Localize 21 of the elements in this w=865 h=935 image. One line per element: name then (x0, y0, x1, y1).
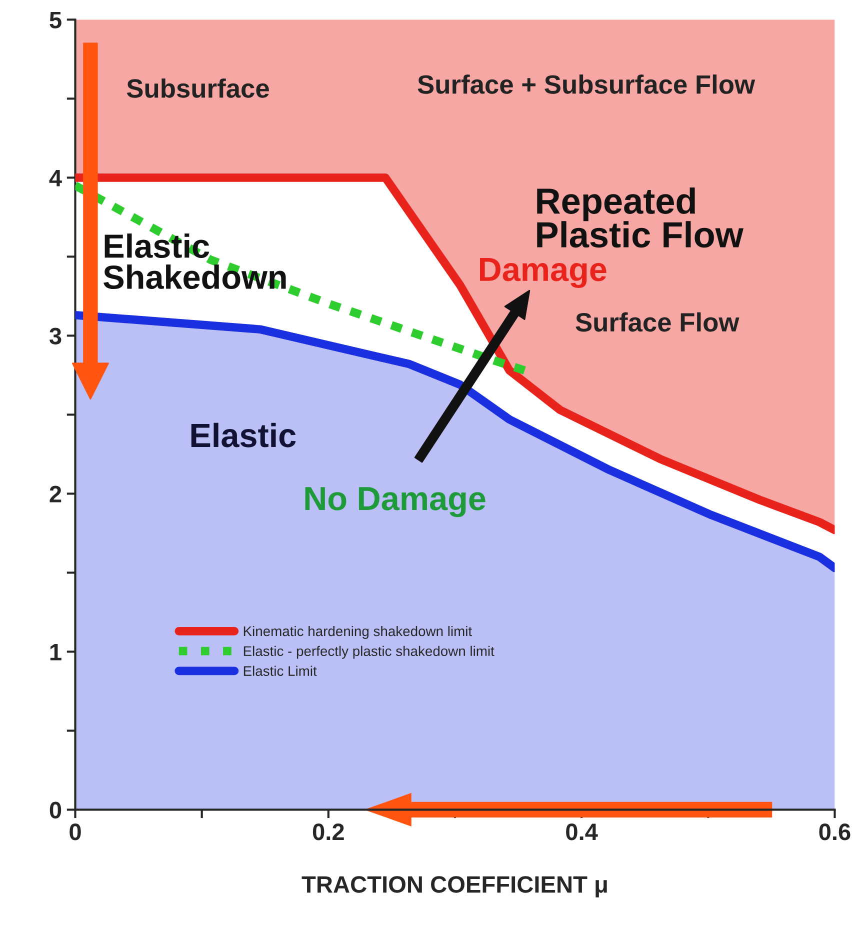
annotation: Surface Flow (576, 312, 740, 332)
y-tick-label: 2 (50, 486, 62, 502)
legend-label: Elastic Limit (244, 666, 317, 676)
x-axis-title: TRACTION COEFFICIENT μ (302, 876, 607, 898)
x-tick-label: 0.6 (819, 824, 850, 840)
y-tick-label: 0 (50, 802, 62, 818)
legend-label: Elastic - perfectly plastic shakedown limit (244, 646, 494, 659)
x-tick-label: 0 (70, 824, 81, 840)
annotation: Repeated Plastic Flow (537, 187, 744, 248)
y-tick-label: 1 (50, 644, 62, 660)
annotation: Damage (480, 258, 606, 288)
annotation: No Damage (305, 487, 486, 518)
annotation: Elastic (191, 422, 296, 448)
x-tick-label: 0.4 (566, 824, 598, 840)
y-tick-label: 4 (49, 170, 62, 186)
x-tick-label: 0.2 (312, 824, 344, 840)
legend-label: Kinematic hardening shakedown limit (244, 626, 472, 639)
y-tick-label: 5 (50, 12, 62, 28)
annotation: Surface + Subsurface Flow (418, 74, 756, 94)
annotation: Subsurface (126, 78, 269, 98)
y-tick-label: 3 (49, 328, 62, 344)
